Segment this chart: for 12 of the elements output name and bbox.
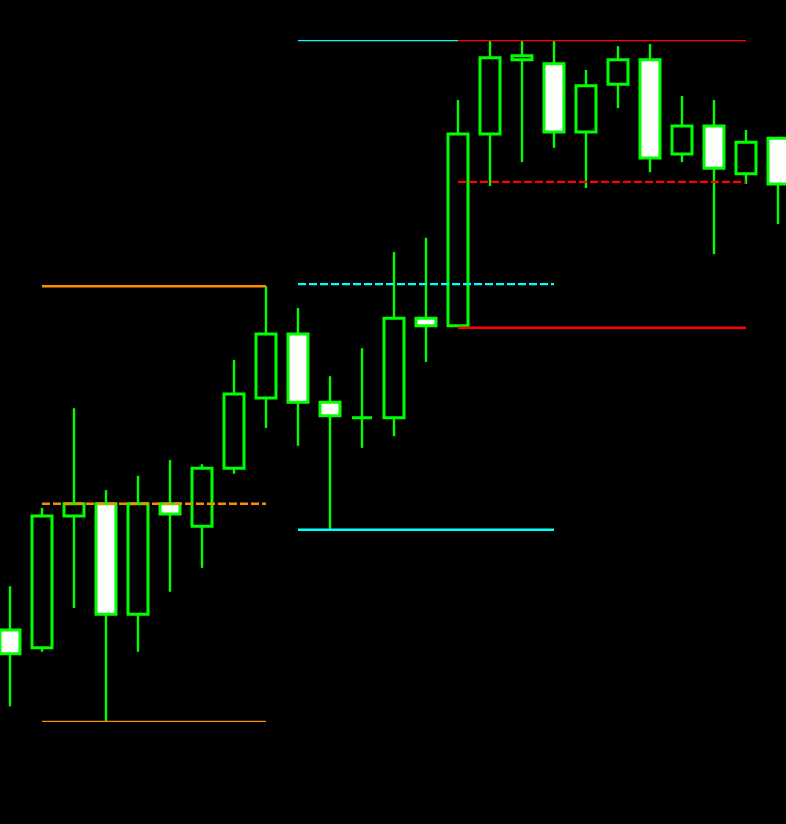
candlestick	[414, 236, 438, 364]
candlestick	[510, 40, 534, 164]
candlestick	[318, 375, 342, 531]
candlestick	[606, 44, 630, 110]
candlestick	[574, 68, 598, 190]
candlestick	[62, 407, 86, 610]
candlestick	[0, 585, 22, 708]
candlestick	[702, 98, 726, 256]
candlestick	[350, 347, 374, 450]
candlestick	[734, 128, 758, 186]
candlestick	[158, 458, 182, 593]
candlestick	[670, 94, 694, 164]
